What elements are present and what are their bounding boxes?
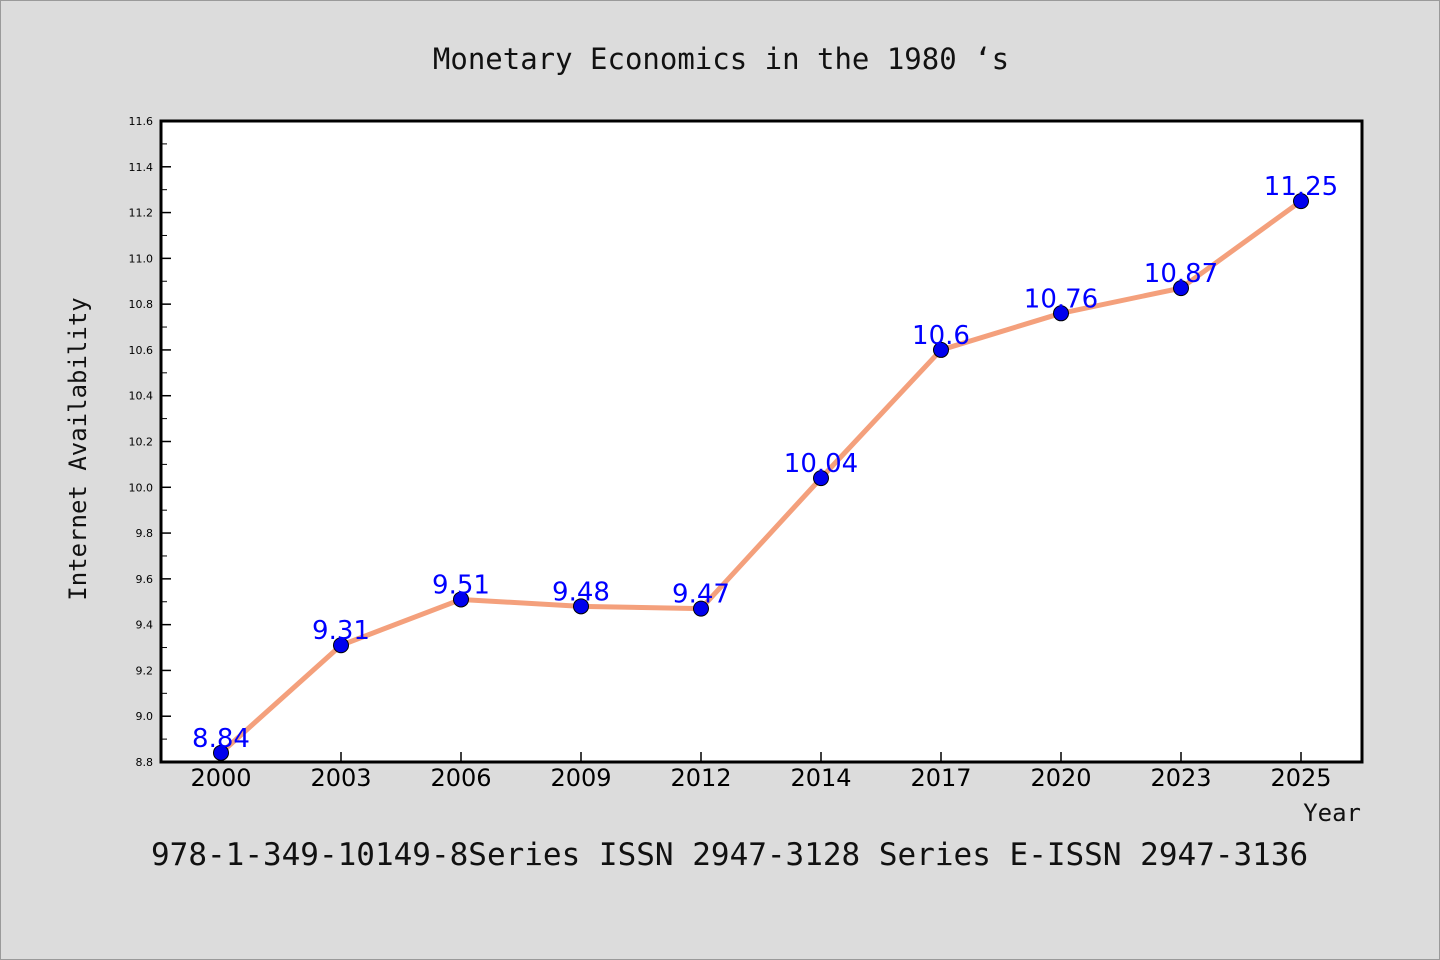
data-label: 10.04 — [784, 449, 858, 479]
series-line — [218, 198, 1304, 756]
data-label: 10.87 — [1144, 259, 1218, 289]
data-point — [813, 470, 829, 487]
data-point — [1293, 193, 1309, 210]
data-point — [693, 600, 709, 617]
y-tick-label: 10.8 — [129, 298, 154, 311]
data-label: 9.31 — [312, 616, 370, 646]
data-label: 8.84 — [192, 724, 250, 754]
data-label: 9.48 — [552, 577, 610, 607]
x-axis-label: Year — [1303, 799, 1361, 827]
y-tick-label: 8.8 — [136, 756, 154, 769]
y-tick-label: 11.6 — [129, 115, 154, 128]
x-tick-label: 2000 — [190, 764, 251, 792]
chart-title: Monetary Economics in the 1980 ‘s — [433, 42, 1009, 76]
y-tick-label: 10.0 — [129, 481, 154, 494]
x-tick-label: 2025 — [1270, 764, 1331, 792]
data-point — [573, 598, 589, 615]
plot-area — [159, 119, 1364, 764]
y-tick-label: 9.6 — [136, 573, 154, 586]
x-tick-label: 2006 — [430, 764, 491, 792]
y-tick-label: 9.8 — [136, 527, 154, 540]
y-axis-label: Internet Availability — [64, 297, 92, 600]
x-tick-label: 2003 — [310, 764, 371, 792]
x-tick-label: 2009 — [550, 764, 611, 792]
y-tick-label: 9.0 — [136, 710, 154, 723]
data-point — [1053, 305, 1069, 322]
data-point — [333, 637, 349, 654]
data-label: 9.47 — [672, 580, 730, 610]
y-axis-ticks: 8.8 9.0 9.2 9.4 9.6 9.8 10.0 10.2 10.4 10.6 10.8 11… — [129, 115, 171, 769]
data-label: 9.51 — [432, 570, 490, 600]
y-tick-label: 10.6 — [129, 344, 154, 357]
y-tick-label: 11.0 — [129, 252, 154, 265]
y-tick-label: 11.2 — [129, 207, 154, 220]
data-label: 10.76 — [1024, 284, 1098, 314]
y-tick-label: 9.2 — [136, 664, 154, 677]
x-axis-ticks: 2000 2003 2006 2009 2012 2014 2017 2020 2023 2025 — [190, 752, 1332, 792]
data-point — [1173, 280, 1189, 297]
x-tick-label: 2017 — [910, 764, 971, 792]
data-point — [213, 744, 229, 761]
x-tick-label: 2020 — [1030, 764, 1091, 792]
data-point — [453, 591, 469, 608]
y-tick-label: 10.4 — [129, 390, 154, 403]
data-point — [933, 341, 949, 358]
x-tick-label: 2012 — [670, 764, 731, 792]
data-label-layer: 8.84 9.31 9.51 9.48 9.47 10.04 10.6 10.76 10.87 1… — [192, 172, 1338, 754]
data-label: 10.6 — [912, 321, 970, 351]
y-tick-label: 11.4 — [129, 161, 154, 174]
series-layer — [213, 193, 1309, 761]
x-tick-label: 2014 — [790, 764, 851, 792]
y-tick-label: 9.4 — [136, 619, 154, 632]
y-tick-label: 10.2 — [129, 436, 154, 449]
isbn-footer: 978-1-349-10149-8Series ISSN 2947-3128 S… — [151, 837, 1308, 873]
x-tick-label: 2023 — [1150, 764, 1211, 792]
data-label: 11.25 — [1264, 172, 1338, 202]
